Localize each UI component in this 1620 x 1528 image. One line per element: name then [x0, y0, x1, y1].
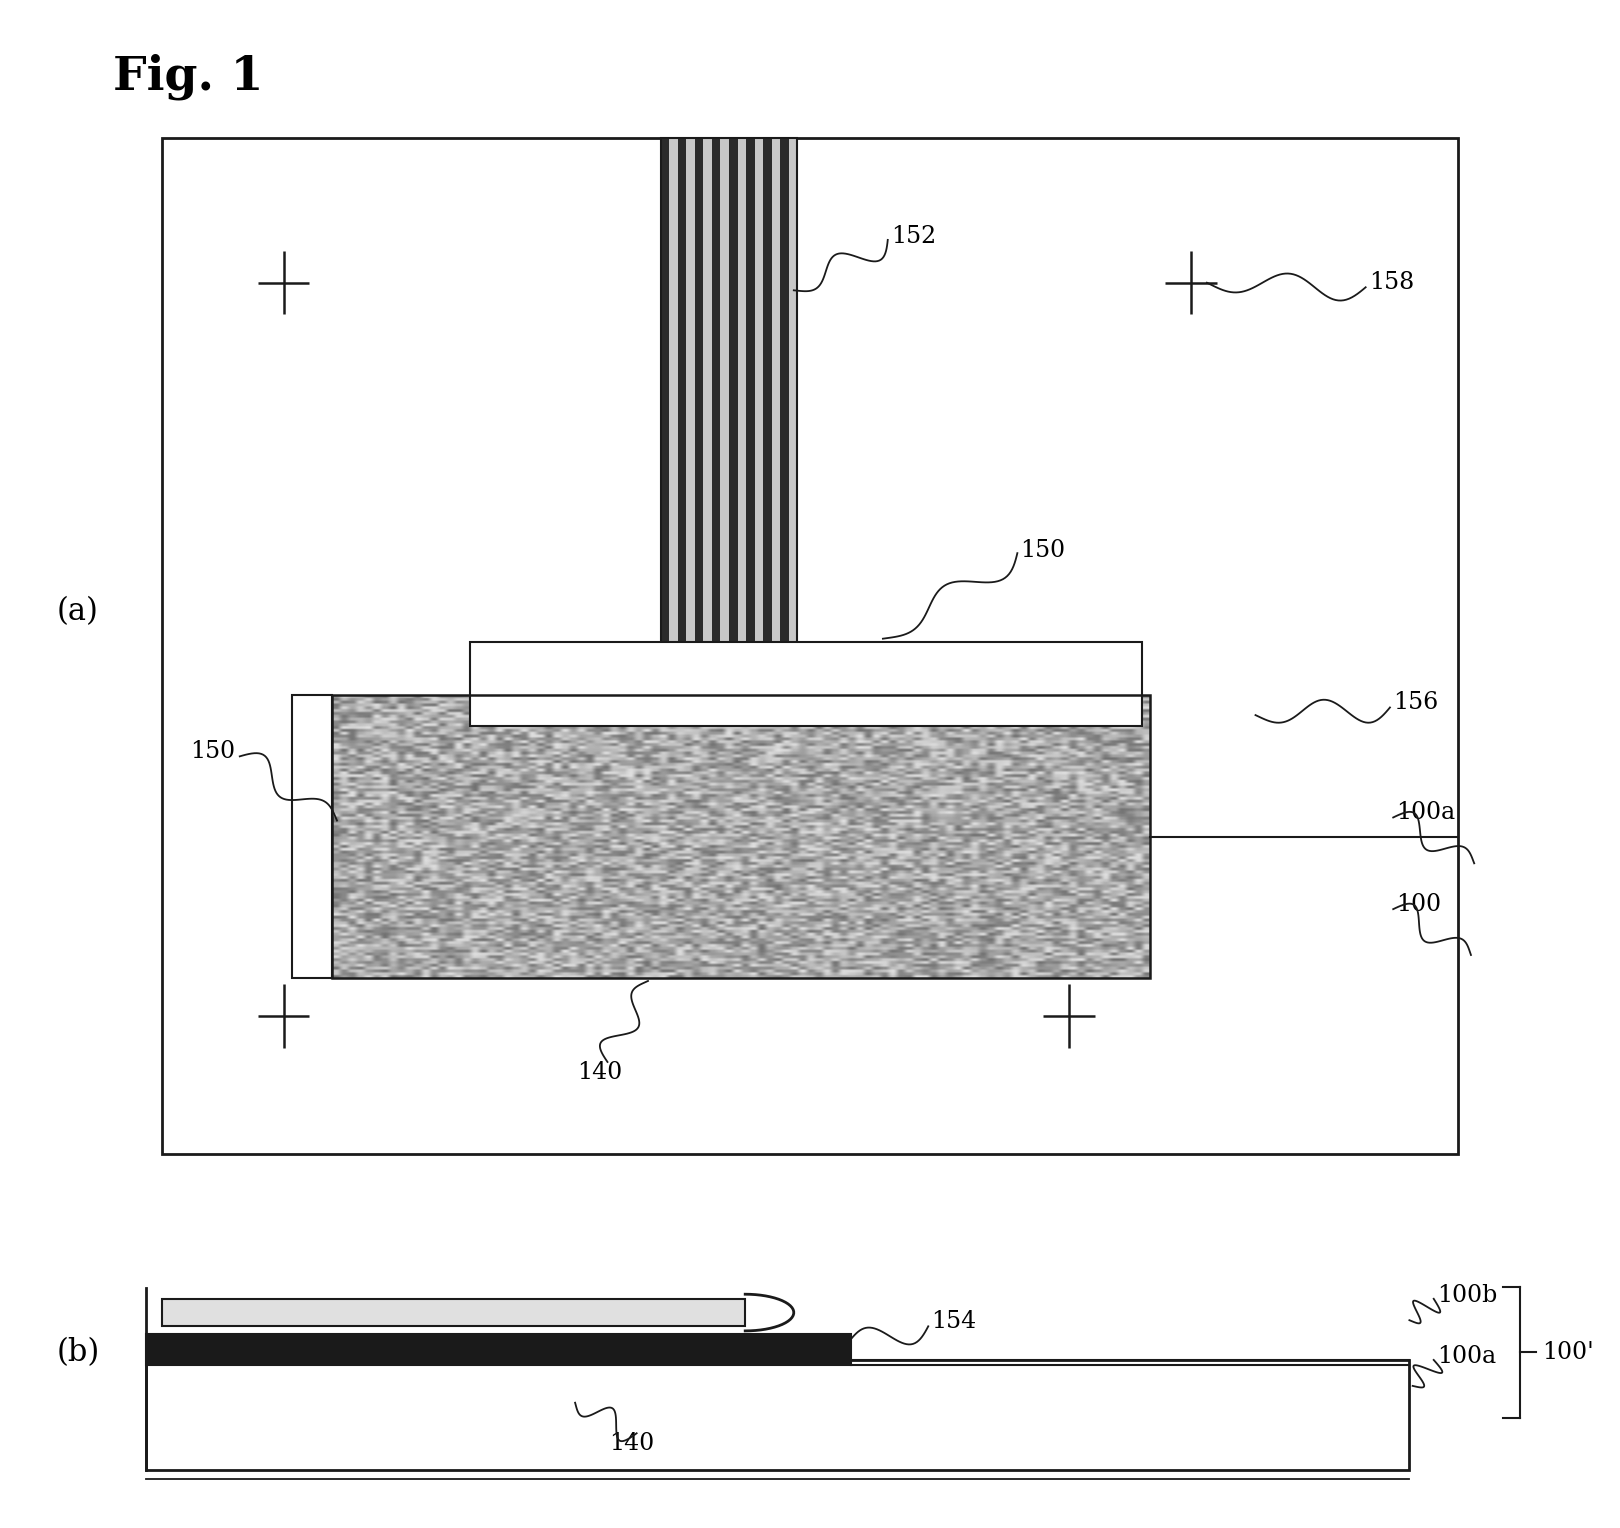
Bar [721, 138, 729, 649]
Bar [292, 695, 332, 978]
Bar [789, 138, 797, 649]
Bar [763, 138, 771, 649]
Text: 100a: 100a [1396, 801, 1455, 825]
Bar [677, 138, 687, 649]
Bar [146, 1334, 850, 1365]
Bar [661, 138, 669, 649]
Text: 154: 154 [931, 1309, 977, 1334]
Bar [755, 138, 763, 649]
Bar [781, 138, 789, 649]
Text: 156: 156 [1393, 691, 1439, 715]
Text: 150: 150 [1021, 538, 1066, 562]
Text: 150: 150 [190, 740, 235, 764]
Bar [332, 695, 1150, 978]
Text: 100b: 100b [1437, 1284, 1497, 1308]
Text: 100: 100 [1396, 892, 1442, 917]
Text: (a): (a) [57, 596, 99, 626]
Text: 140: 140 [609, 1432, 654, 1456]
Text: Fig. 1: Fig. 1 [113, 53, 264, 99]
Text: 158: 158 [1369, 270, 1414, 295]
Text: 100a: 100a [1437, 1345, 1495, 1369]
Bar [729, 138, 737, 649]
Bar [146, 1360, 1409, 1470]
Text: 100': 100' [1542, 1340, 1594, 1365]
Bar [162, 1299, 745, 1326]
Bar [669, 138, 677, 649]
Text: 152: 152 [891, 225, 936, 249]
Bar [661, 138, 797, 649]
Text: 140: 140 [577, 1060, 622, 1085]
Bar [695, 138, 703, 649]
Bar [661, 138, 797, 649]
Bar [737, 138, 745, 649]
Text: (b): (b) [57, 1337, 100, 1368]
Bar [713, 138, 721, 649]
Bar [771, 138, 781, 649]
Bar [703, 138, 711, 649]
Bar [162, 138, 1458, 1154]
Bar [745, 138, 755, 649]
Bar [470, 642, 1142, 726]
Bar [687, 138, 695, 649]
